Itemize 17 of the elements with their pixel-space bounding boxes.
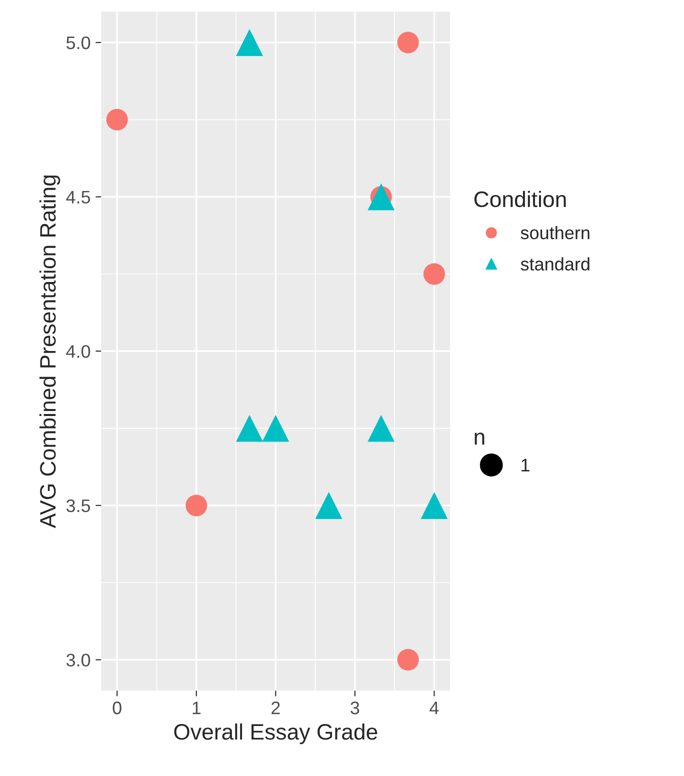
x-tick-label: 2 [272,702,280,714]
y-tick-label: 4.0 [66,345,90,358]
y-tick-label: 3.5 [66,499,90,512]
text: n [474,432,484,445]
y-tick-label: 4.5 [66,190,90,204]
y-axis-title: AVG Combined Presentation Rating [39,176,60,528]
y-tick-label: 3.0 [66,654,90,666]
legend-label: 1 [522,458,530,472]
legend-label: southern [520,226,590,240]
legend-title: Condition [474,190,566,208]
x-tick-label: 0 [112,702,122,714]
x-tick-label: 1 [192,702,201,714]
legend-label: standard [520,257,590,271]
x-axis-title: Overall Essay Grade [174,723,378,744]
y-tick-label: 5.0 [66,36,90,50]
x-tick-label: 3 [350,702,360,714]
x-tick-label: 4 [430,702,439,714]
